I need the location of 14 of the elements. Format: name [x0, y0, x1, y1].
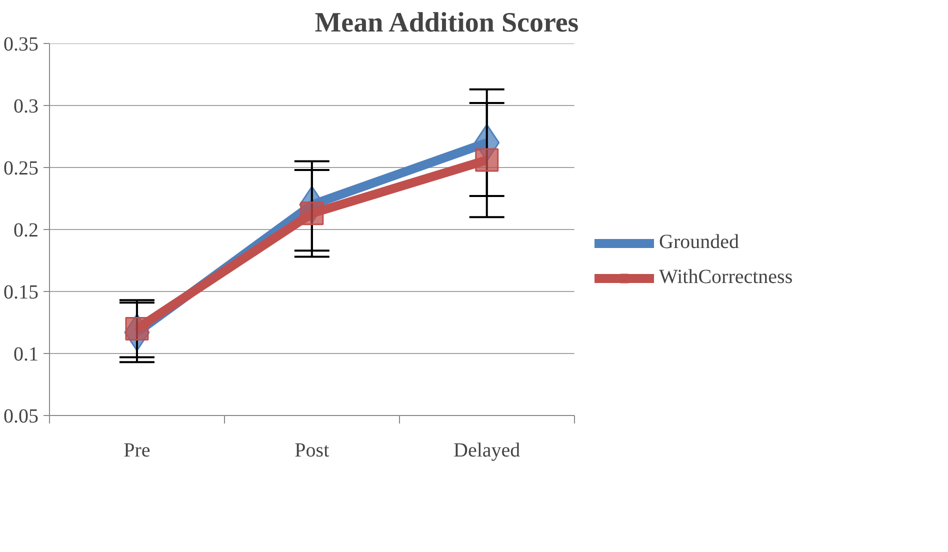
legend-label: Grounded: [659, 231, 739, 254]
point: [475, 148, 499, 172]
y-tick-label: 0.05: [4, 406, 38, 428]
y-tick-label: 0.35: [4, 34, 38, 56]
y-tick-label: 0.2: [14, 220, 38, 242]
legend-label: WithCorrectness: [659, 266, 793, 289]
chart-title: Mean Addition Scores: [314, 8, 579, 38]
y-tick-label: 0.25: [4, 158, 38, 180]
y-tick-label: 0.1: [14, 344, 38, 366]
y-tick-label: 0.15: [4, 282, 38, 304]
x-tick-label: Post: [294, 440, 330, 462]
x-tick-label: Delayed: [454, 440, 520, 462]
y-tick-label: 0.3: [14, 96, 38, 118]
x-tick-label: Pre: [124, 440, 150, 462]
